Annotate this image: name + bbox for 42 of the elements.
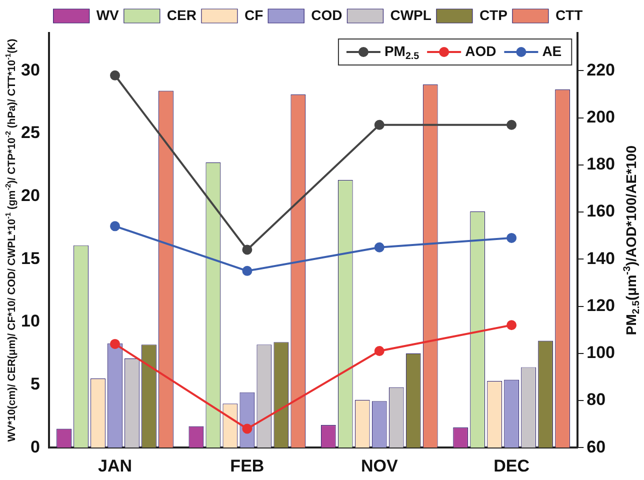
legend-label: CF <box>244 6 264 23</box>
y-tick-label: 25 <box>20 123 40 142</box>
y2-tick-label: 140 <box>586 248 616 268</box>
y-tick-label: 30 <box>20 60 40 80</box>
point <box>242 244 252 255</box>
x-tick-label: DEC <box>494 456 530 476</box>
point <box>110 221 120 232</box>
legend-label: CWPL <box>390 6 432 23</box>
y2-axis-title: PM2.5(μm-3)/AOD*100/AE*100 <box>622 145 642 336</box>
point <box>506 320 517 330</box>
point <box>110 338 120 349</box>
legend-label: WV <box>96 6 120 23</box>
x-tick-label: JAN <box>98 456 132 476</box>
point <box>242 266 252 276</box>
y2-tick-label: 220 <box>586 60 616 80</box>
legend-label: CER <box>166 6 196 23</box>
point <box>374 346 384 356</box>
point <box>242 424 252 434</box>
y2-tick-label: 80 <box>586 390 606 410</box>
legend-label: AOD <box>465 42 496 59</box>
point <box>374 120 384 130</box>
legend-label: COD <box>311 6 342 23</box>
y-tick-label: 0 <box>30 437 40 456</box>
point <box>506 120 517 130</box>
y-tick-label: 10 <box>20 312 40 331</box>
x-tick-label: NOV <box>360 456 398 476</box>
y2-tick-label: 160 <box>586 202 616 221</box>
y2-tick-label: 100 <box>586 343 616 362</box>
point <box>506 232 517 243</box>
y-tick-label: 5 <box>30 374 40 394</box>
y2-tick-label: 120 <box>586 296 616 315</box>
y-tick-label: 20 <box>20 186 40 206</box>
y2-tick-label: 200 <box>586 107 616 126</box>
legend-label: AE <box>542 42 562 59</box>
y2-tick-label: 180 <box>586 154 616 174</box>
legend-label: CTP <box>479 6 508 23</box>
x-tick-label: FEB <box>230 456 264 476</box>
point <box>374 242 384 252</box>
y2-tick-label: 60 <box>586 437 606 456</box>
legend-label: CTT <box>555 6 584 23</box>
y-tick-label: 15 <box>20 248 40 268</box>
point <box>110 70 120 80</box>
